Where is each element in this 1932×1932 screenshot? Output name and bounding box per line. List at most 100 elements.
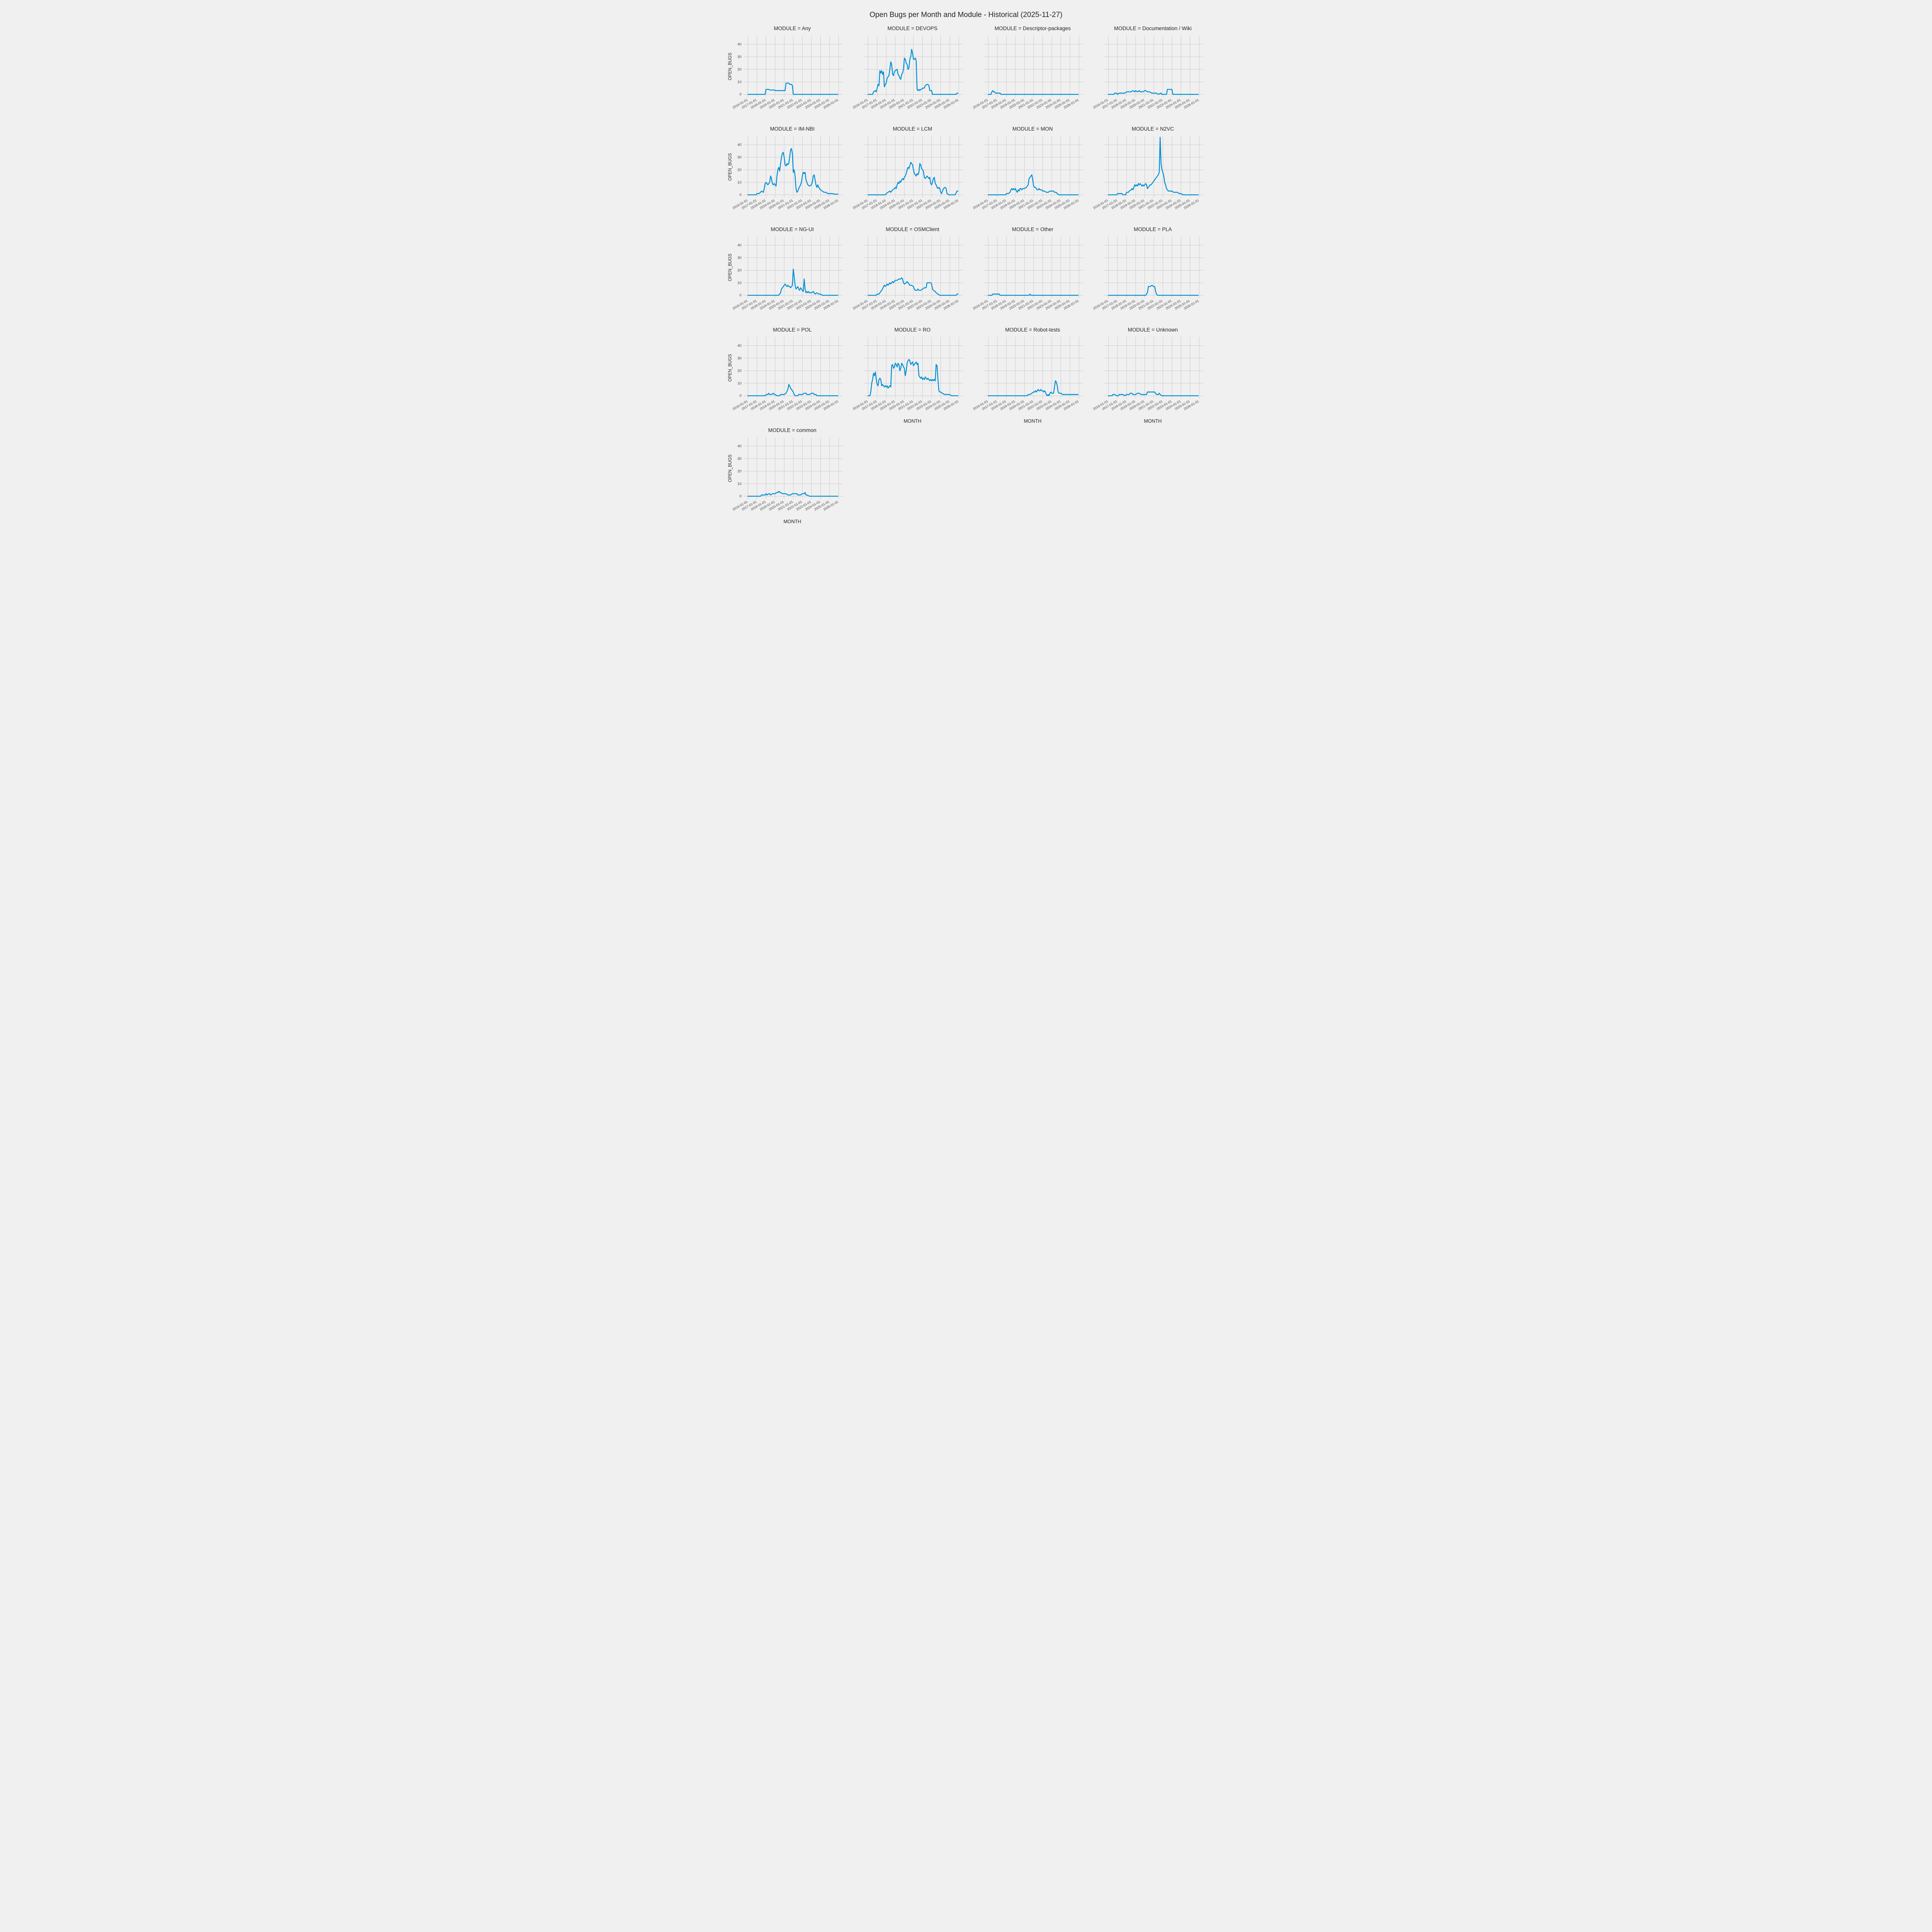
x-axis-label — [967, 117, 1085, 124]
y-tick-label: 20 — [737, 268, 742, 272]
facet-title: MODULE = N2VC — [1131, 126, 1174, 132]
y-tick-label: 40 — [737, 143, 742, 147]
y-axis-label: OPEN_BUGS — [728, 153, 733, 181]
facet-title: MODULE = Any — [774, 26, 811, 31]
facet-Unknown: MODULE = Unknown 2016-01-01 2017-01-01 2018… — [1087, 326, 1205, 425]
facet-title: MODULE = Robot-tests — [1005, 327, 1060, 333]
facet-plot: 2016-01-012017-01-012018-01-012019-01-01… — [1092, 337, 1203, 411]
facet-plot: 2016-01-012017-01-012018-01-012019-01-01… — [972, 236, 1083, 310]
facet-Robot-tests: MODULE = Robot-tests 2016-01-01 2017-01-01… — [967, 326, 1085, 425]
series-line — [867, 162, 959, 196]
facet-plot: 2016-01-012017-01-012018-01-012019-01-01… — [728, 36, 843, 109]
facet-title: MODULE = OSMClient — [886, 226, 939, 232]
y-tick-label: 10 — [737, 281, 742, 285]
y-tick-label: 40 — [737, 344, 742, 348]
facet-title: MODULE = LCM — [893, 126, 932, 132]
facet-NG-UI: MODULE = NG-UI 2016-01-01 2017-01-01 2018-0… — [727, 226, 845, 325]
facet-plot: 2016-01-012017-01-012018-01-012019-01-01… — [972, 36, 1083, 109]
x-axis-label: MONTH — [783, 519, 801, 524]
x-axis-label: MONTH — [1024, 418, 1042, 424]
facet-plot: 2016-01-012017-01-012018-01-012019-01-01… — [1092, 136, 1203, 210]
y-tick-label: 0 — [740, 92, 742, 97]
series-line — [1108, 285, 1199, 296]
series-line — [1108, 89, 1199, 95]
series-line — [867, 49, 959, 95]
series-line — [988, 380, 1079, 396]
y-tick-label: 10 — [737, 180, 742, 185]
y-tick-label: 10 — [737, 381, 742, 386]
facet-title: MODULE = RO — [894, 327, 931, 333]
y-tick-label: 30 — [737, 356, 742, 361]
facet-plot: 2016-01-012017-01-012018-01-012019-01-01… — [852, 337, 963, 411]
facet-plot: 2016-01-012017-01-012018-01-012019-01-01… — [852, 36, 963, 109]
y-tick-label: 30 — [737, 155, 742, 160]
x-axis-label — [1087, 117, 1205, 124]
facet-plot: 2016-01-012017-01-012018-01-012019-01-01… — [728, 437, 843, 511]
facet-Documentation / Wiki: MODULE = Documentation / Wiki 2016-01-01 2… — [1087, 25, 1205, 124]
facet-PLA: MODULE = PLA 2016-01-01 2017-01-01 2018-01-… — [1087, 226, 1205, 325]
series-line — [867, 359, 959, 396]
facet-title: MODULE = Descriptor-packages — [995, 26, 1071, 31]
facet-plot: 2016-01-012017-01-012018-01-012019-01-01… — [728, 236, 843, 310]
series-line — [988, 293, 1079, 296]
facet-IM-NBI: MODULE = IM-NBI 2016-01-01 2017-01-01 2018-… — [727, 125, 845, 224]
x-axis-label: MONTH — [903, 418, 922, 424]
facet-plot: 2016-01-012017-01-012018-01-012019-01-01… — [1092, 36, 1203, 109]
figure-title: Open Bugs per Month and Module - Histori… — [869, 11, 1063, 19]
facet-title: MODULE = PLA — [1134, 226, 1172, 232]
y-axis-label: OPEN_BUGS — [728, 454, 733, 482]
x-axis-label — [727, 117, 845, 124]
series-line — [747, 491, 838, 497]
series-line — [747, 82, 838, 95]
series-line — [867, 277, 959, 296]
facet-plot: 2016-01-012017-01-012018-01-012019-01-01… — [972, 136, 1083, 210]
facet-DEVOPS: MODULE = DEVOPS 2016-01-01 2017-01-01 2018-… — [847, 25, 965, 124]
facet-Any: MODULE = Any 2016-01-01 2017-01-01 2018-01-… — [727, 25, 845, 124]
series-line — [747, 148, 838, 196]
facet-title: MODULE = MON — [1012, 126, 1053, 132]
facet-Other: MODULE = Other 2016-01-01 2017-01-01 2018-0… — [967, 226, 1085, 325]
series-line — [1108, 137, 1199, 196]
facet-common: MODULE = common 2016-01-01 2017-01-01 2018-… — [727, 427, 845, 526]
facet-title: MODULE = DEVOPS — [887, 26, 938, 31]
y-axis-label: OPEN_BUGS — [728, 354, 733, 382]
x-axis-label — [967, 217, 1085, 224]
facet-title: MODULE = Other — [1012, 226, 1053, 232]
facet-grid: MODULE = Any 2016-01-01 2017-01-01 2018-01-… — [723, 25, 1209, 526]
x-axis-label — [967, 318, 1085, 325]
facet-title: MODULE = Documentation / Wiki — [1114, 26, 1192, 31]
x-axis-label — [847, 217, 965, 224]
facet-title: MODULE = POL — [773, 327, 812, 333]
y-tick-label: 0 — [740, 293, 742, 298]
facet-POL: MODULE = POL 2016-01-01 2017-01-01 2018-01-… — [727, 326, 845, 425]
series-line — [1108, 391, 1199, 396]
y-tick-label: 40 — [737, 43, 742, 47]
x-axis-label: MONTH — [1144, 418, 1162, 424]
x-axis-label — [1087, 217, 1205, 224]
facet-OSMClient: MODULE = OSMClient 2016-01-01 2017-01-01 20… — [847, 226, 965, 325]
facet-plot: 2016-01-012017-01-012018-01-012019-01-01… — [852, 236, 963, 310]
y-tick-label: 30 — [737, 55, 742, 59]
y-tick-label: 0 — [740, 394, 742, 398]
y-tick-label: 40 — [737, 243, 742, 248]
figure: Open Bugs per Month and Module - Histori… — [723, 0, 1209, 537]
series-line — [747, 269, 838, 296]
facet-plot: 2016-01-012017-01-012018-01-012019-01-01… — [1092, 236, 1203, 310]
x-axis-label — [847, 318, 965, 325]
facet-plot: 2016-01-012017-01-012018-01-012019-01-01… — [728, 337, 843, 411]
x-axis-label — [727, 217, 845, 224]
facet-LCM: MODULE = LCM 2016-01-01 2017-01-01 2018-01-… — [847, 125, 965, 224]
facet-plot: 2016-01-012017-01-012018-01-012019-01-01… — [852, 136, 963, 210]
y-axis-label: OPEN_BUGS — [728, 53, 733, 80]
facet-MON: MODULE = MON 2016-01-01 2017-01-01 2018-01-… — [967, 125, 1085, 224]
series-line — [747, 384, 838, 396]
facet-plot: 2016-01-012017-01-012018-01-012019-01-01… — [728, 136, 843, 210]
y-tick-label: 0 — [740, 193, 742, 197]
y-axis-label: OPEN_BUGS — [728, 253, 733, 281]
y-tick-label: 20 — [737, 168, 742, 172]
facet-title: MODULE = IM-NBI — [770, 126, 815, 132]
y-tick-label: 30 — [737, 256, 742, 260]
facet-RO: MODULE = RO 2016-01-01 2017-01-01 2018-01-0… — [847, 326, 965, 425]
facet-title: MODULE = common — [768, 427, 816, 433]
y-tick-label: 0 — [740, 494, 742, 498]
